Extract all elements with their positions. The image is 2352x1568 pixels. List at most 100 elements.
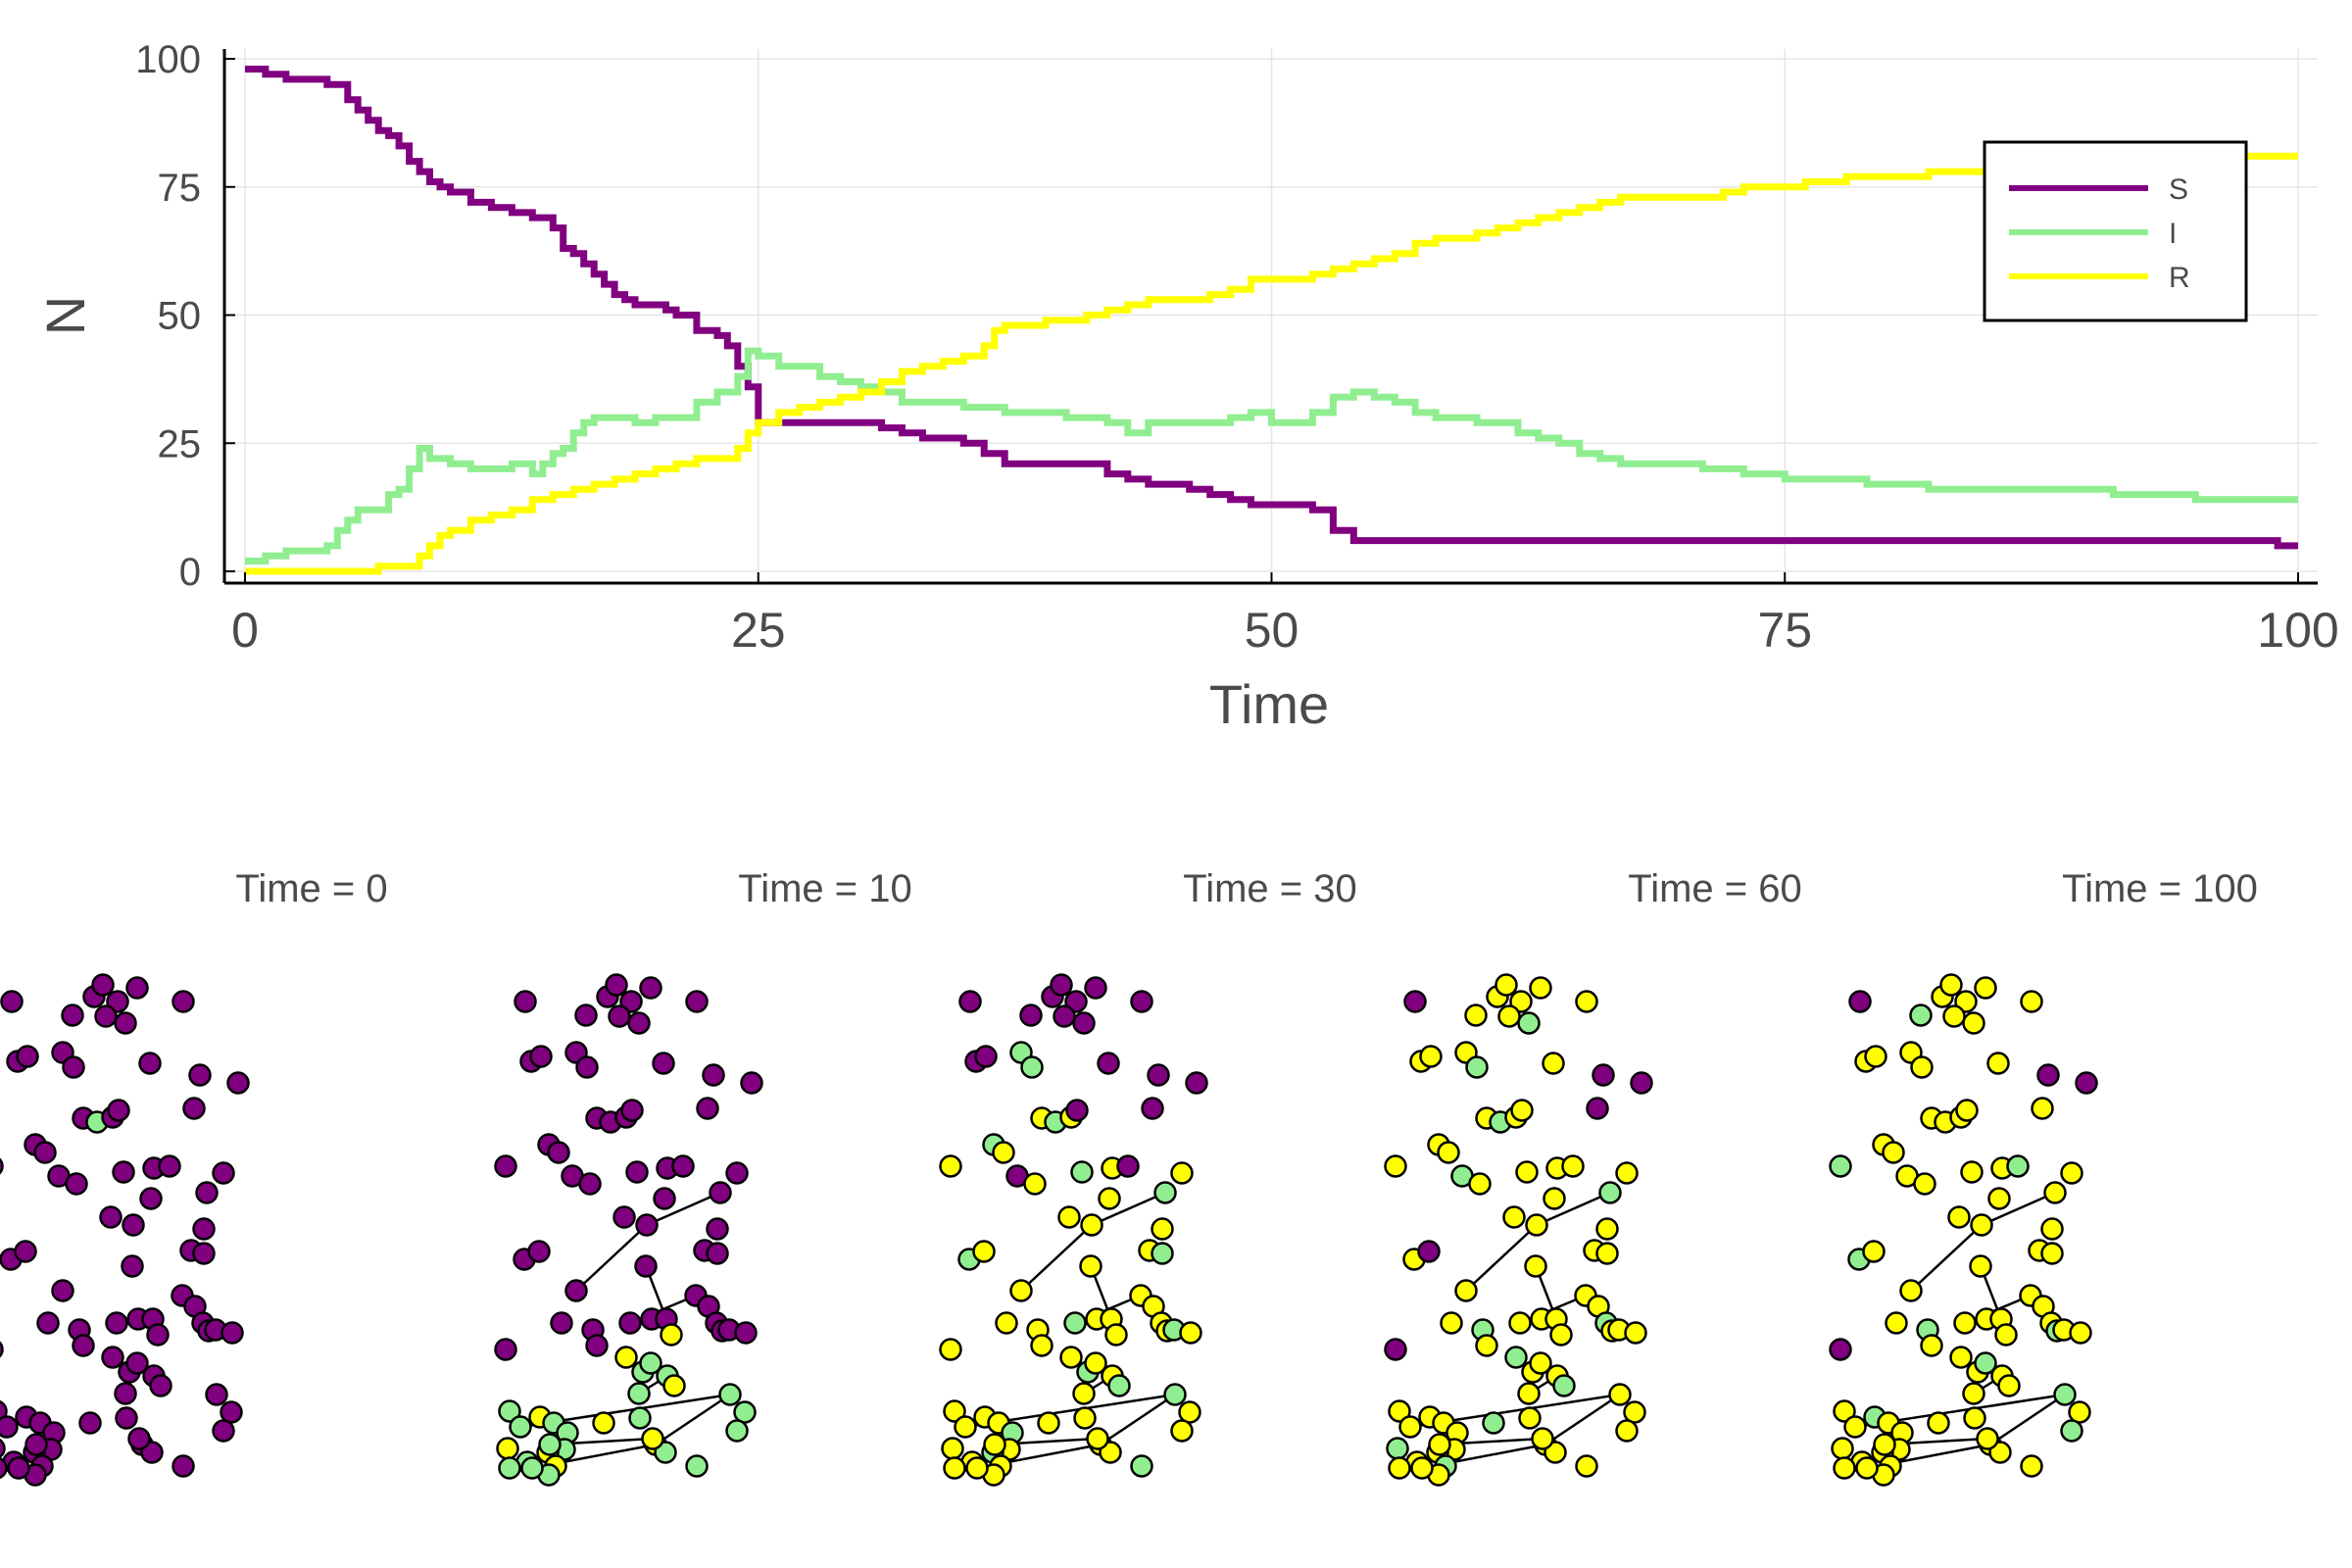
network-node — [585, 1334, 609, 1357]
network-node — [496, 1437, 519, 1460]
x-tick-label-3: 75 — [1757, 603, 1812, 658]
network-node — [1510, 1099, 1534, 1122]
network-node — [1019, 1004, 1043, 1027]
network-node — [1843, 1415, 1867, 1439]
network-node — [1608, 1383, 1632, 1406]
network-node — [212, 1161, 235, 1185]
network-node — [1953, 1311, 1977, 1335]
network-node — [1097, 1052, 1120, 1075]
network-node — [941, 1437, 964, 1460]
network-node — [685, 1454, 709, 1478]
network-node — [0, 1157, 4, 1175]
network-node — [1057, 1205, 1081, 1229]
panel-title-time-0: Time = 0 — [235, 867, 387, 910]
network-node — [1063, 1311, 1087, 1335]
network-node — [1829, 1338, 1852, 1361]
network-edge — [1989, 1393, 2066, 1446]
network-node — [1575, 1454, 1598, 1478]
network-node — [1939, 973, 1963, 997]
network-node — [1050, 973, 1073, 997]
network-edge — [1981, 1191, 2056, 1227]
network-node — [943, 1399, 966, 1423]
network-node — [1970, 1213, 1993, 1237]
network-node — [2040, 1217, 2064, 1241]
network-node — [2036, 1063, 2060, 1087]
network-node — [1482, 1411, 1505, 1435]
network-node — [564, 1279, 588, 1302]
network-node — [115, 1406, 138, 1430]
network-node — [954, 1415, 977, 1439]
network-node — [1153, 1181, 1177, 1204]
network-node — [138, 1052, 162, 1075]
network-node — [172, 990, 195, 1013]
network-node — [612, 1205, 636, 1229]
network-node — [1987, 1187, 2011, 1210]
network-node — [608, 1004, 631, 1028]
network-node — [0, 1415, 19, 1439]
series-line-i — [245, 347, 2298, 564]
network-node — [1910, 1055, 1934, 1079]
network-node — [1494, 973, 1518, 997]
network-node — [939, 1338, 962, 1361]
network-node — [653, 1187, 676, 1210]
network-node — [1630, 1071, 1653, 1095]
chart-grid — [224, 49, 2318, 583]
network-node — [1542, 1052, 1565, 1075]
network-node — [105, 1311, 128, 1335]
network-node — [7, 1456, 30, 1480]
network-node — [14, 1240, 37, 1263]
network-node — [2040, 1242, 2064, 1265]
network-node — [1833, 1399, 1856, 1423]
network-node — [1475, 1334, 1498, 1357]
network-node — [99, 1205, 122, 1229]
network-node — [527, 1240, 551, 1263]
network-node — [1037, 1411, 1060, 1435]
network-node — [1960, 1160, 1984, 1184]
sir-line-chart: 0 25 50 75 100 0 25 50 75 100 Time N S I R — [34, 38, 2339, 735]
network-node — [33, 1141, 57, 1164]
network-node — [1525, 1213, 1548, 1237]
network-node — [1524, 1254, 1547, 1278]
network-node — [1098, 1187, 1121, 1210]
network-node — [1030, 1334, 1054, 1357]
network-node — [662, 1374, 686, 1397]
network-node — [1116, 1154, 1140, 1178]
network-node — [1151, 1217, 1174, 1241]
network-node — [1084, 976, 1107, 1000]
network-edge — [575, 1224, 648, 1292]
legend-label-r: R — [2169, 262, 2190, 294]
network-node — [1974, 1351, 1997, 1375]
network-node — [1163, 1383, 1187, 1406]
network-node — [660, 1323, 683, 1347]
network-node — [1963, 1406, 1986, 1430]
network-node — [1020, 1055, 1044, 1079]
network-node — [0, 990, 24, 1013]
network-node — [1575, 990, 1598, 1013]
network-node — [1899, 1279, 1923, 1302]
network-node — [0, 1341, 4, 1358]
network-node — [65, 1172, 88, 1196]
network-node — [939, 1154, 962, 1178]
network-node — [94, 1004, 118, 1028]
network-node — [192, 1242, 216, 1265]
network-node — [1549, 1323, 1573, 1347]
network-node — [62, 1055, 85, 1079]
x-axis-ticks: 0 25 50 75 100 — [231, 572, 2339, 658]
network-node — [1873, 1433, 1896, 1456]
network-node — [16, 1045, 39, 1068]
network-node — [205, 1383, 228, 1406]
network-node — [2075, 1071, 2098, 1095]
network-node — [1595, 1242, 1619, 1265]
network-node — [1437, 1141, 1460, 1164]
panel-title-time-100: Time = 100 — [2062, 867, 2258, 910]
network-node — [1141, 1097, 1164, 1120]
network-node — [61, 1004, 84, 1027]
network-node — [51, 1279, 74, 1302]
network-node — [706, 1242, 729, 1265]
y-tick-label-2: 50 — [158, 295, 202, 338]
network-node — [706, 1217, 729, 1241]
network-node — [1529, 976, 1552, 1000]
network-node — [0, 1456, 8, 1480]
network-node — [1454, 1279, 1478, 1302]
network-node — [91, 973, 115, 997]
